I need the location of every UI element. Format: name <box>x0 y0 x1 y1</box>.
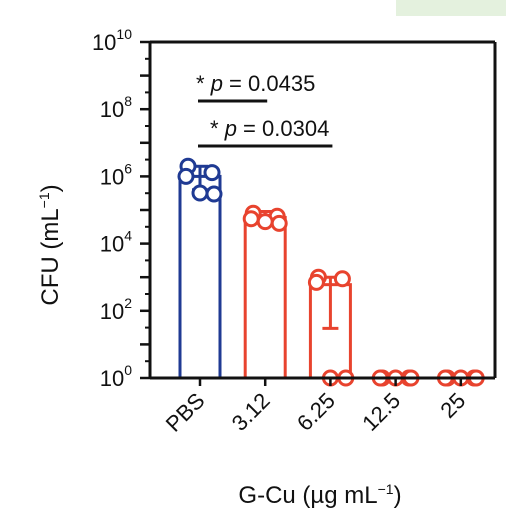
data-point <box>191 184 209 202</box>
y-tick-labels: 1010 108 106 104 102 100 <box>92 26 132 391</box>
bars-layer <box>178 164 481 380</box>
data-point <box>270 214 288 232</box>
y-tick-label: 108 <box>100 93 132 122</box>
x-tick-labels: PBS 3.12 6.25 12.5 25 <box>161 388 471 437</box>
data-point <box>307 273 325 291</box>
data-point <box>242 210 260 228</box>
significance-annotations: * p = 0.0435 * p = 0.0304 <box>196 71 333 148</box>
x-axis-title: G-Cu (µg mL−1) <box>238 481 401 509</box>
y-axis-title: CFU (mL−1) <box>36 184 64 305</box>
data-point <box>205 185 223 203</box>
data-point <box>177 167 195 185</box>
y-tick-label: 104 <box>100 228 132 257</box>
bar <box>243 215 287 380</box>
y-tick-label: 100 <box>100 362 132 391</box>
corner-background-patch <box>396 0 506 16</box>
y-tick-label: 1010 <box>92 26 132 55</box>
data-point <box>256 213 274 231</box>
x-tick-label: 12.5 <box>357 388 405 436</box>
axes-layer <box>140 40 497 386</box>
x-tick-label: 6.25 <box>292 388 340 436</box>
bar <box>178 174 222 380</box>
x-tick-label: 25 <box>435 388 470 423</box>
points-layer <box>177 157 485 387</box>
data-point <box>333 270 351 288</box>
significance-label: * p = 0.0304 <box>210 116 329 141</box>
x-tick-label: PBS <box>161 388 210 437</box>
x-tick-label: 3.12 <box>227 388 275 436</box>
data-point <box>203 164 221 182</box>
y-tick-label: 106 <box>100 160 132 189</box>
significance-label: * p = 0.0435 <box>196 71 315 96</box>
y-tick-label: 102 <box>100 295 132 324</box>
